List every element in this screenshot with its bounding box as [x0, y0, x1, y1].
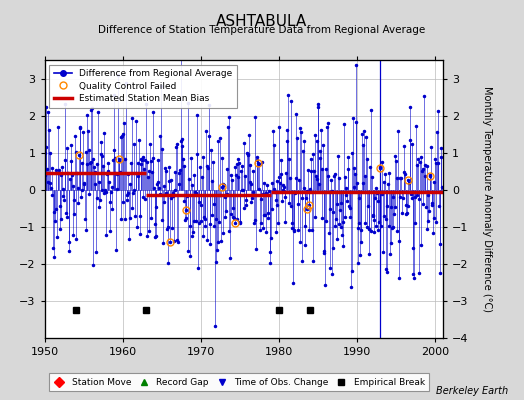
Legend: Station Move, Record Gap, Time of Obs. Change, Empirical Break: Station Move, Record Gap, Time of Obs. C…: [49, 374, 430, 392]
Y-axis label: Monthly Temperature Anomaly Difference (°C): Monthly Temperature Anomaly Difference (…: [482, 86, 492, 312]
Legend: Difference from Regional Average, Quality Control Failed, Estimated Station Mean: Difference from Regional Average, Qualit…: [49, 64, 237, 108]
Text: Berkeley Earth: Berkeley Earth: [436, 386, 508, 396]
Text: ASHTABULA: ASHTABULA: [216, 14, 308, 29]
Text: Difference of Station Temperature Data from Regional Average: Difference of Station Temperature Data f…: [99, 25, 425, 35]
